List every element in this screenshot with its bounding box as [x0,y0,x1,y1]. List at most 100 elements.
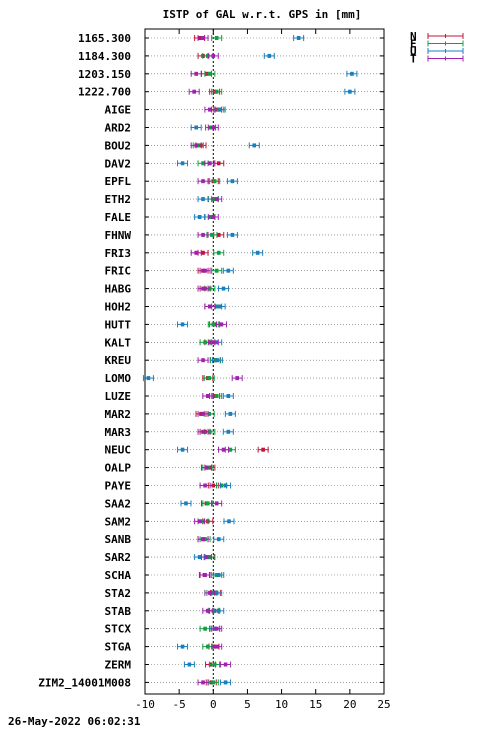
data-point [222,393,234,399]
y-tick-label: LUZE [105,390,132,403]
data-point [197,285,209,292]
data-point [207,124,219,131]
data-point [199,482,211,489]
data-point [180,500,192,507]
data-point [214,303,226,310]
data-point [220,661,232,668]
series-layer [142,35,358,686]
legend-label: E [410,38,417,51]
data-point [199,625,211,632]
y-tick-label: OALP [105,462,132,475]
data-point [263,52,275,59]
y-tick-label: ARD2 [105,122,132,135]
y-tick-label: ZERM [105,659,132,672]
data-point [190,249,202,256]
data-point [211,393,223,399]
x-tick-label: 15 [309,698,322,711]
y-tick-label: ZIM2_14001M008 [38,676,131,689]
data-point [190,124,202,131]
data-point [183,661,195,668]
data-point [218,446,230,453]
data-point [209,661,221,668]
data-point [223,518,235,525]
data-point [197,536,209,543]
x-tick-label: -10 [135,698,155,711]
data-point [257,446,269,453]
data-point [199,267,211,274]
y-tick-label: LOMO [105,372,132,385]
legend-item-U: U [410,45,464,58]
y-tick-label: SANB [105,533,132,546]
y-tick-label: NEUC [105,444,132,457]
data-point [211,625,223,632]
data-point [209,178,221,185]
y-tick-label: AIGE [105,104,132,117]
data-point [346,70,358,77]
data-point [207,679,219,686]
y-tick-label: BOU2 [105,139,132,152]
y-tick-label: 1203.150 [78,68,131,81]
data-point [204,70,216,77]
y-tick-label: 1184.300 [78,50,131,63]
data-point [215,321,227,328]
data-point [220,679,232,686]
legend-item-T: T [410,53,464,66]
y-tick-label: SCHA [105,569,132,582]
data-point [197,357,209,364]
data-point [293,35,305,41]
data-point [222,428,234,435]
data-point [200,464,212,471]
data-point [211,35,223,41]
y-tick-label: KREU [105,354,132,367]
chart-title: ISTP of GAL w.r.t. GPS in [mm] [163,8,362,21]
data-point [248,142,260,149]
y-tick-label: 1222.700 [78,86,131,99]
y-tick-label: FHNW [105,229,132,242]
data-point [213,249,225,256]
legend-item-E: E [410,38,464,51]
data-point [204,303,216,310]
data-point [204,160,216,167]
legend-item-N: N [410,30,464,43]
y-tick-label: HUTT [105,318,132,331]
data-point [190,70,202,77]
data-point [177,160,189,167]
x-tick-label: 25 [377,698,390,711]
data-point [213,607,225,614]
data-point [197,196,209,203]
legend-label: T [410,53,417,66]
legend-label: N [410,30,417,43]
data-point [213,572,225,578]
data-point [203,375,215,382]
y-tick-label: PAYE [105,480,132,493]
y-tick-label: MAR2 [105,408,132,421]
y-tick-label: STCX [105,623,132,636]
y-tick-label: SAR2 [105,551,132,564]
series-T [188,35,243,686]
data-point [197,679,209,686]
data-point [197,231,209,238]
data-point [194,518,206,525]
data-point [252,249,264,256]
x-tick-label: 20 [343,698,356,711]
data-point [202,607,214,614]
data-point [199,572,211,578]
data-point [204,106,216,113]
y-tick-label: FRIC [105,265,132,278]
y-tick-label: SAA2 [105,497,132,510]
data-point [211,267,223,274]
data-point [206,231,218,238]
y-tick-label: HOH2 [105,301,132,314]
y-tick-label: STA2 [105,587,132,600]
data-point [204,589,216,596]
data-point [197,35,209,41]
data-point [220,482,232,489]
data-point [188,88,200,95]
grid-layer [145,37,384,683]
data-point [224,410,236,417]
data-point [211,500,223,507]
legend-label: U [410,45,417,58]
y-tick-label: DAV2 [105,157,132,170]
